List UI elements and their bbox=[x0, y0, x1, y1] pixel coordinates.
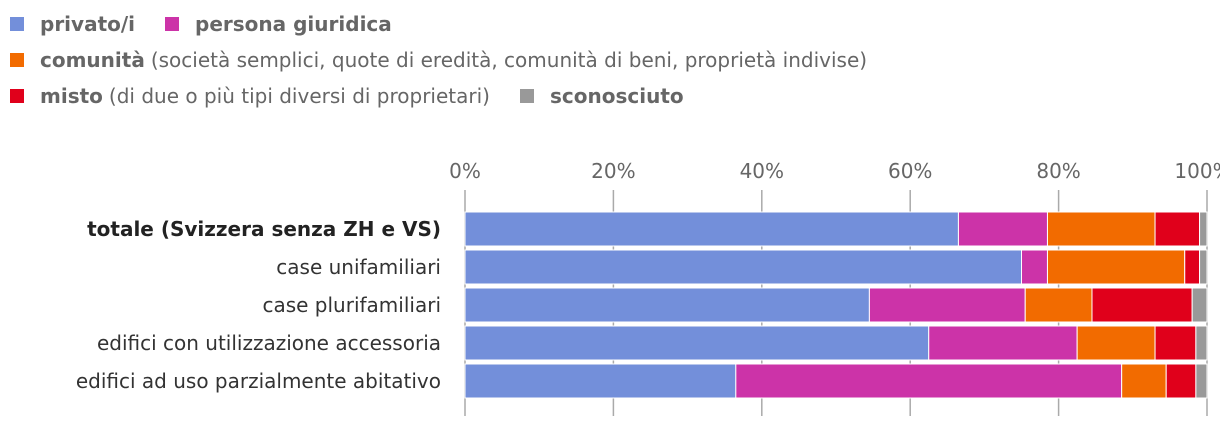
bar-segment bbox=[1091, 287, 1193, 323]
bar-segment bbox=[957, 211, 1048, 247]
legend-item-misto: misto (di due o più tipi diversi di prop… bbox=[10, 84, 490, 108]
x-tick-label: 80% bbox=[1036, 159, 1080, 183]
x-tick-label: 20% bbox=[591, 159, 635, 183]
bar-segment bbox=[735, 363, 1123, 399]
legend-item-persona-giuridica: persona giuridica bbox=[165, 12, 392, 36]
category-label: edifici con utilizzazione accessoria bbox=[97, 331, 441, 355]
legend-swatch-sconosciuto bbox=[519, 89, 534, 103]
legend-item-privato: privato/i bbox=[10, 12, 135, 36]
x-tick-label: 100% bbox=[1174, 159, 1220, 183]
bar-segment bbox=[1199, 211, 1208, 247]
legend-swatch-persona-giuridica bbox=[165, 17, 180, 31]
bars bbox=[464, 211, 1208, 399]
category-label: case plurifamiliari bbox=[262, 293, 441, 317]
bar-segment bbox=[1076, 325, 1156, 361]
x-tick-labels: 0% 20% 40% 60% 80% 100% bbox=[449, 159, 1220, 183]
bar-segment bbox=[1165, 363, 1197, 399]
category-labels: totale (Svizzera senza ZH e VS) case unif… bbox=[76, 217, 441, 393]
legend-label-sconosciuto: sconosciuto bbox=[549, 84, 684, 108]
legend-item-comunita: comunità (società semplici, quote di ere… bbox=[10, 48, 867, 72]
legend-label-misto: misto bbox=[40, 84, 103, 108]
bar-segment bbox=[868, 287, 1026, 323]
category-label: case unifamiliari bbox=[276, 255, 441, 279]
legend-swatch-misto bbox=[10, 89, 24, 103]
bar-segment bbox=[1195, 363, 1208, 399]
bar-segment bbox=[1191, 287, 1208, 323]
legend-desc-misto: (di due o più tipi diversi di proprietar… bbox=[108, 84, 490, 108]
bar-segment bbox=[464, 363, 737, 399]
legend-item-sconosciuto: sconosciuto bbox=[519, 84, 684, 108]
legend-swatch-comunita bbox=[10, 53, 24, 67]
legend-row-1: privato/i persona giuridica bbox=[10, 12, 422, 36]
legend-row-2: comunità (società semplici, quote di ere… bbox=[10, 48, 897, 72]
bar-segment bbox=[464, 287, 870, 323]
legend-desc-comunita: (società semplici, quote di eredità, com… bbox=[150, 48, 868, 72]
bar-segment bbox=[1024, 287, 1093, 323]
category-label: edifici ad uso parzialmente abitativo bbox=[76, 369, 441, 393]
legend-label-persona-giuridica: persona giuridica bbox=[195, 12, 392, 36]
bar-segment bbox=[1195, 325, 1208, 361]
legend-label-privato: privato/i bbox=[40, 12, 136, 36]
bar-segment bbox=[928, 325, 1078, 361]
bar-segment bbox=[1154, 211, 1201, 247]
legend-swatch-privato bbox=[10, 17, 24, 31]
bar-segment bbox=[1154, 325, 1197, 361]
bar-segment bbox=[464, 211, 959, 247]
bar-segment bbox=[464, 325, 930, 361]
bar-segment bbox=[1021, 249, 1048, 285]
legend-label-comunita: comunità bbox=[40, 48, 145, 72]
bar-segment bbox=[1199, 249, 1208, 285]
x-tick-label: 60% bbox=[888, 159, 932, 183]
x-tick-label: 0% bbox=[449, 159, 481, 183]
bar-segment bbox=[464, 249, 1022, 285]
bar-segment bbox=[1121, 363, 1167, 399]
x-tick-label: 40% bbox=[740, 159, 784, 183]
bar-segment bbox=[1046, 211, 1156, 247]
bar-segment bbox=[1046, 249, 1186, 285]
category-label: totale (Svizzera senza ZH e VS) bbox=[87, 217, 441, 241]
bar-segment bbox=[1184, 249, 1201, 285]
legend-row-3: misto (di due o più tipi diversi di prop… bbox=[10, 84, 714, 108]
